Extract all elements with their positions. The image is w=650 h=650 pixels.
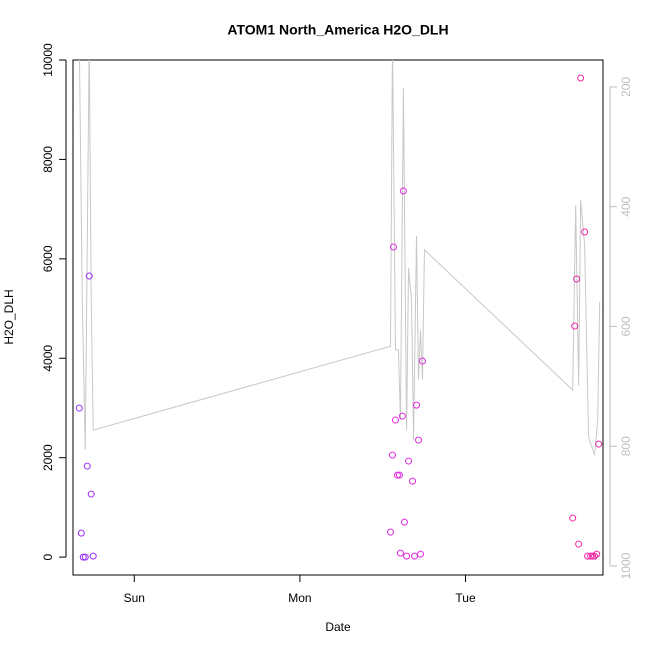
- x-tick-label: Mon: [288, 591, 311, 605]
- y2-tick-label: 1000: [619, 552, 633, 579]
- point: [581, 228, 589, 236]
- point: [593, 550, 601, 558]
- point: [85, 272, 93, 280]
- point: [584, 552, 592, 560]
- point: [388, 451, 396, 459]
- point: [79, 553, 87, 561]
- point: [396, 549, 404, 557]
- y-tick-label: 0: [41, 553, 55, 560]
- point: [418, 357, 426, 365]
- point: [399, 187, 407, 195]
- chart-title: ATOM1 North_America H2O_DLH: [227, 22, 448, 38]
- point: [398, 412, 406, 420]
- point: [575, 540, 583, 548]
- point: [405, 457, 413, 465]
- point: [416, 550, 424, 558]
- y-tick-label: 2000: [41, 444, 55, 471]
- y-tick-label: 6000: [41, 245, 55, 272]
- point: [411, 552, 419, 560]
- plot-frame: [72, 59, 604, 576]
- y-tick-label: 10000: [41, 43, 55, 77]
- point: [393, 471, 401, 479]
- point: [409, 477, 417, 485]
- point: [577, 74, 585, 82]
- point: [400, 518, 408, 526]
- point: [591, 552, 599, 560]
- point: [387, 528, 395, 536]
- point: [403, 552, 411, 560]
- point: [87, 490, 95, 498]
- x-tick-label: Tue: [455, 591, 476, 605]
- point: [589, 552, 597, 560]
- point: [75, 404, 83, 412]
- y-tick-label: 8000: [41, 146, 55, 173]
- y2-tick-label: 200: [619, 77, 633, 97]
- point: [587, 552, 595, 560]
- point: [89, 552, 97, 560]
- y-axis-label: H2O_DLH: [2, 289, 16, 344]
- x-axis-label: Date: [325, 620, 351, 634]
- point: [569, 514, 577, 522]
- point: [77, 529, 85, 537]
- point: [414, 436, 422, 444]
- point: [395, 471, 403, 479]
- point: [413, 401, 421, 409]
- y2-tick-label: 800: [619, 436, 633, 456]
- y-tick-label: 4000: [41, 345, 55, 372]
- point: [389, 243, 397, 251]
- point: [83, 462, 91, 470]
- line: [79, 60, 601, 456]
- point: [595, 440, 603, 448]
- plot-area: [75, 60, 603, 561]
- point: [391, 416, 399, 424]
- x-tick-label: Sun: [124, 591, 145, 605]
- y2-tick-label: 400: [619, 196, 633, 216]
- point: [573, 275, 581, 283]
- point: [81, 553, 89, 561]
- y2-tick-label: 600: [619, 316, 633, 336]
- point: [571, 322, 579, 330]
